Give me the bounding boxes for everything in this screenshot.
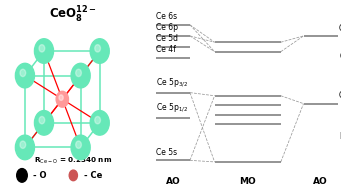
Text: Ce 5p$_{3/2}$: Ce 5p$_{3/2}$ (156, 76, 188, 89)
Text: MO: MO (239, 177, 256, 186)
Circle shape (56, 91, 69, 107)
Circle shape (15, 63, 34, 88)
Text: IVMO: IVMO (340, 132, 341, 141)
Circle shape (39, 45, 45, 52)
Circle shape (20, 69, 26, 77)
Text: $\mathbf{CeO_8^{12-}}$: $\mathbf{CeO_8^{12-}}$ (49, 5, 97, 25)
Circle shape (95, 116, 101, 124)
Text: O 2s: O 2s (340, 91, 341, 101)
Circle shape (90, 39, 109, 63)
Circle shape (15, 135, 34, 160)
Circle shape (17, 169, 27, 182)
Text: Ce 6p: Ce 6p (156, 23, 178, 33)
Text: AO: AO (166, 177, 180, 186)
Circle shape (76, 141, 81, 148)
Text: Ce 5p$_{1/2}$: Ce 5p$_{1/2}$ (156, 101, 188, 114)
Circle shape (59, 95, 63, 100)
Circle shape (95, 45, 101, 52)
Circle shape (39, 116, 45, 124)
Text: Ce 5s: Ce 5s (156, 148, 177, 157)
Text: R$_{\rm Ce-O}$ = 0.2340 nm: R$_{\rm Ce-O}$ = 0.2340 nm (34, 156, 113, 166)
Circle shape (20, 141, 26, 148)
Circle shape (71, 63, 90, 88)
Circle shape (90, 111, 109, 135)
Circle shape (71, 135, 90, 160)
Text: OVMO: OVMO (340, 52, 341, 61)
Text: - O: - O (33, 171, 46, 180)
Text: Ce 5d: Ce 5d (156, 34, 178, 43)
Text: Ce 6s: Ce 6s (156, 12, 177, 21)
Text: - Ce: - Ce (84, 171, 103, 180)
Text: O 2p: O 2p (340, 24, 341, 33)
Circle shape (76, 69, 81, 77)
Text: AO: AO (313, 177, 328, 186)
Text: Ce 4f: Ce 4f (156, 46, 176, 54)
Circle shape (34, 111, 54, 135)
Circle shape (34, 39, 54, 63)
Circle shape (69, 170, 77, 181)
